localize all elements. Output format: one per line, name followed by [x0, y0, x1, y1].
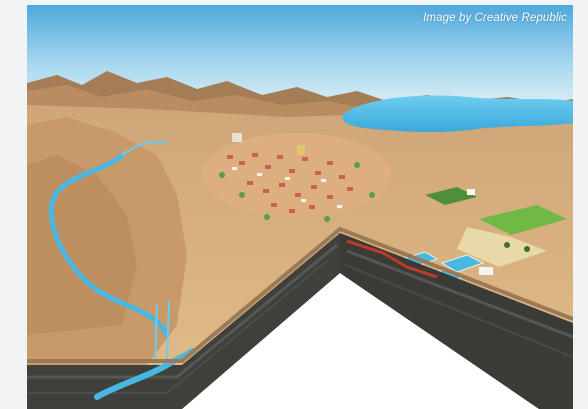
- town-icon: [202, 133, 392, 222]
- farm-field-icon: [425, 187, 567, 267]
- cross-section-right: [340, 233, 573, 409]
- lake-icon: [342, 95, 573, 133]
- pipe-line: [346, 239, 438, 279]
- river-icon: [48, 152, 170, 338]
- image-credit: Image by Creative Republic: [423, 12, 567, 24]
- aquifer-illustration: Image by Creative Republic: [27, 5, 573, 409]
- cross-section-left: [27, 233, 340, 409]
- landscape-scene: [27, 5, 573, 409]
